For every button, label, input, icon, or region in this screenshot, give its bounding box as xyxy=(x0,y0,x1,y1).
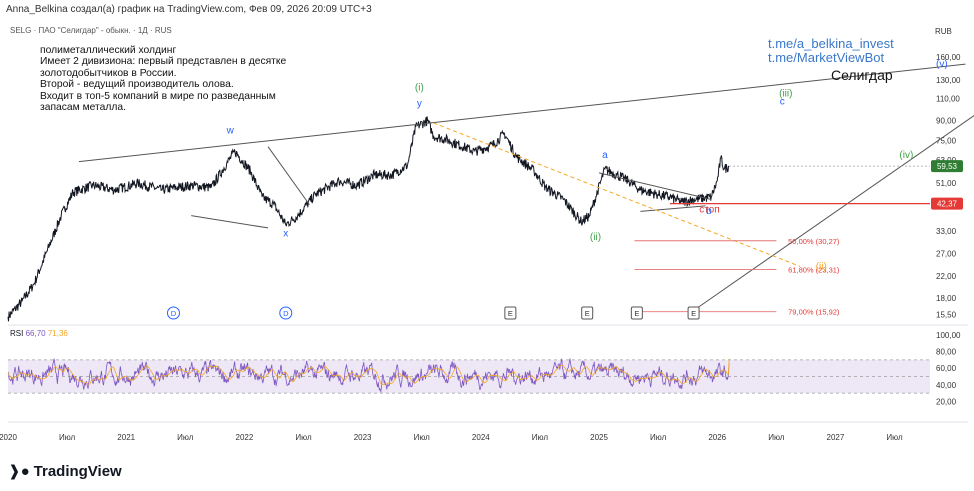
wave-label: (ii) xyxy=(590,232,601,243)
event-badge-text: E xyxy=(508,309,513,318)
time-tick-label: Июл xyxy=(532,433,549,442)
rsi-name: RSI xyxy=(10,329,24,338)
logo-text: TradingView xyxy=(33,463,122,480)
stop-price-tag xyxy=(931,197,963,210)
fib-level-label: 79,00% (15,92) xyxy=(788,308,840,317)
time-tick-label: 2021 xyxy=(117,433,135,442)
price-tick-label: 90,00 xyxy=(936,116,957,125)
telegram-links: t.me/a_belkina_invest t.me/MarketViewBot xyxy=(768,37,894,65)
rsi-tick-label: 20,00 xyxy=(936,397,957,406)
wave-label: (i) xyxy=(415,83,424,94)
symbol-title[interactable]: SELG · ПАО "Селигдар" - обыкн. · 1Д · RU… xyxy=(10,26,172,35)
event-badge-text: E xyxy=(585,309,590,318)
note-line: Имеет 2 дивизиона: первый представлен в … xyxy=(40,56,287,68)
rsi-ma-line xyxy=(7,358,730,385)
event-badge-text: E xyxy=(634,309,639,318)
note-line: полиметаллический холдинг xyxy=(40,45,177,56)
time-tick-label: Июл xyxy=(59,433,76,442)
time-tick-label: Июл xyxy=(650,433,667,442)
wave-label: w xyxy=(226,125,235,136)
wave-label: (iv) xyxy=(899,150,913,161)
last-price-tag xyxy=(931,160,963,173)
rsi-tick-label: 60,00 xyxy=(936,364,957,373)
fib-level-label: 61,80% (23,31) xyxy=(788,266,840,275)
time-tick-label: Июл xyxy=(414,433,431,442)
wave-label: (v) xyxy=(936,59,948,70)
triangle-upper-line xyxy=(598,172,712,200)
time-tick-label: 2027 xyxy=(827,433,845,442)
price-tick-label: 110,00 xyxy=(936,94,960,103)
wave-label: y xyxy=(417,99,422,110)
event-badge-text: D xyxy=(171,309,177,318)
company-name: Селигдар xyxy=(831,67,893,83)
rsi-tick-label: 100,00 xyxy=(936,331,961,340)
upper-channel-line xyxy=(78,63,966,163)
time-tick-label: Июл xyxy=(177,433,194,442)
time-tick-label: 2025 xyxy=(590,433,608,442)
note-line: запасам металла. xyxy=(40,102,126,114)
wave-label: x xyxy=(283,228,288,239)
rsi-legend[interactable]: RSI 66,70 71,36 xyxy=(10,329,68,338)
wave-label: b xyxy=(706,206,712,217)
price-tick-label: 33,00 xyxy=(936,227,957,236)
earnings-badge xyxy=(504,306,517,320)
price-tick-label: 160,00 xyxy=(936,53,961,62)
stop-label: стоп xyxy=(699,205,719,216)
time-tick-label: Июл xyxy=(886,433,903,442)
fib-level-label: 50,00% (30,27) xyxy=(788,237,840,246)
company-notes: полиметаллический холдинг Имеет 2 дивизи… xyxy=(40,45,286,113)
price-line xyxy=(7,116,730,322)
earnings-badge xyxy=(581,306,594,320)
rsi-value: 66,70 xyxy=(25,329,46,338)
note-line: Входит в топ-5 компаний в мире по развед… xyxy=(40,90,276,102)
chart-credit: Anna_Belkina создал(а) график на Trading… xyxy=(6,4,372,15)
price-tick-label: 27,00 xyxy=(936,249,957,258)
currency-label: RUB xyxy=(935,27,952,36)
rsi-ma-value: 71,36 xyxy=(47,329,68,338)
telegram-link[interactable]: t.me/a_belkina_invest xyxy=(768,36,894,51)
earnings-badge xyxy=(630,306,643,320)
time-tick-label: Июл xyxy=(295,433,312,442)
price-tick-label: 15,50 xyxy=(936,311,957,320)
tradingview-logo[interactable]: ❱● TradingView xyxy=(8,462,122,480)
wave-label: c xyxy=(780,97,785,108)
wave-label: (iii) xyxy=(779,88,792,99)
time-tick-label: 2022 xyxy=(236,433,254,442)
note-line: Второй - ведущий производитель олова. xyxy=(40,79,234,91)
projected-decline-line xyxy=(433,122,801,267)
rsi-tick-label: 80,00 xyxy=(936,348,957,357)
time-tick-label: 2023 xyxy=(354,433,372,442)
telegram-link[interactable]: t.me/MarketViewBot xyxy=(768,50,885,65)
price-tick-label: 22,00 xyxy=(936,272,957,281)
dividend-badge xyxy=(279,306,293,320)
event-badge-text: E xyxy=(691,309,696,318)
event-badge-text: D xyxy=(283,309,289,318)
note-line: золотодобытчиков в России. xyxy=(40,67,177,79)
rsi-tick-label: 40,00 xyxy=(936,381,957,390)
last-price-tag-text: 59,53 xyxy=(937,162,958,171)
wx-line-2 xyxy=(267,146,310,205)
lower-channel-line xyxy=(687,115,974,316)
price-tick-label: 18,00 xyxy=(936,294,957,303)
triangle-lower-line xyxy=(640,205,706,212)
time-tick-label: 2024 xyxy=(472,433,490,442)
price-tick-label: 75,00 xyxy=(936,137,957,146)
wave-label: a xyxy=(602,150,608,161)
wave-label: (ii) xyxy=(816,262,827,273)
wx-line-1 xyxy=(191,215,269,229)
time-tick-label: 2020 xyxy=(0,433,17,442)
earnings-badge xyxy=(687,306,700,320)
price-tick-label: 130,00 xyxy=(936,76,961,85)
time-tick-label: 2026 xyxy=(708,433,726,442)
price-tick-label: 51,00 xyxy=(936,179,957,188)
time-tick-label: Июл xyxy=(768,433,785,442)
dividend-badge xyxy=(166,306,180,320)
stop-price-tag-text: 42,37 xyxy=(937,200,958,209)
tradingview-logo-icon: ❱● xyxy=(8,463,30,480)
